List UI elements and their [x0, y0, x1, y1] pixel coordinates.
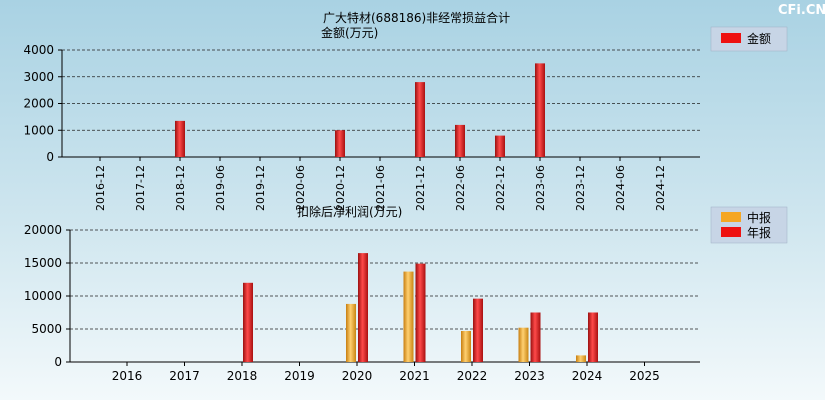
x-tick-label: 2024-12 — [654, 165, 667, 211]
x-tick-label: 2018-12 — [174, 165, 187, 211]
chart-2-legend-label-annual: 年报 — [747, 225, 771, 240]
y-tick-label: 20000 — [24, 223, 62, 237]
chart-2-yticks: 0 5000 10000 15000 20000 — [24, 223, 70, 369]
bar-中报-2023 — [518, 327, 529, 362]
x-tick-label: 2023 — [514, 369, 545, 383]
bar-金额-2022-06 — [455, 124, 465, 157]
chart-1-legend: 金额 — [710, 26, 788, 52]
bar-金额-2022-12 — [495, 135, 505, 157]
x-tick-label: 2017 — [169, 369, 200, 383]
bar-中报-2020 — [346, 303, 356, 362]
chart-2-legend: 中报 年报 — [710, 206, 788, 244]
bar-年报-2022 — [473, 298, 483, 362]
x-tick-label: 2019 — [284, 369, 315, 383]
x-tick-label: 2023-12 — [574, 165, 587, 211]
brand-watermark: CFi.CN — [778, 3, 825, 18]
x-tick-label: 2021-12 — [414, 165, 427, 211]
x-tick-label: 2025 — [629, 369, 660, 383]
bar-年报-2024 — [588, 312, 598, 362]
x-tick-label: 2020 — [342, 369, 373, 383]
x-tick-label: 2020-06 — [294, 165, 307, 211]
x-tick-label: 2022 — [457, 369, 488, 383]
chart-1-yticks: 0 1000 2000 3000 4000 — [23, 43, 62, 164]
x-tick-label: 2020-12 — [334, 165, 347, 211]
chart-2-legend-swatch-annual — [721, 227, 741, 237]
chart-2-bars — [243, 253, 598, 362]
y-tick-label: 5000 — [31, 322, 62, 336]
bar-金额-2018-12 — [175, 120, 185, 157]
x-tick-label: 2021 — [399, 369, 430, 383]
chart-2-xticks: 2016 2017 2018 2019 2020 2021 2022 2023 2024 2025 — [112, 362, 660, 383]
x-tick-label: 2022-06 — [454, 165, 467, 211]
bar-年报-2023 — [530, 312, 541, 362]
chart-2: 扣除后净利润(万元) 0 5000 10000 15000 20000 2016 2017… — [24, 204, 788, 383]
chart-1-grid — [61, 49, 700, 158]
chart-1-legend-swatch — [721, 33, 741, 43]
chart-2-grid — [69, 229, 700, 363]
x-tick-label: 2024-06 — [614, 165, 627, 211]
y-tick-label: 10000 — [24, 289, 62, 303]
x-tick-label: 2022-12 — [494, 165, 507, 211]
chart-1-bars — [175, 63, 545, 157]
bar-中报-2021 — [403, 271, 414, 362]
x-tick-label: 2017-12 — [134, 165, 147, 211]
chart-1-ylabel: 金额(万元) — [321, 25, 378, 40]
chart-2-title: 扣除后净利润(万元) — [297, 204, 402, 219]
x-tick-label: 2023-06 — [534, 165, 547, 211]
y-tick-label: 2000 — [23, 97, 54, 111]
x-tick-label: 2016 — [112, 369, 143, 383]
x-tick-label: 2024 — [572, 369, 603, 383]
y-tick-label: 1000 — [23, 123, 54, 137]
chart-2-legend-label-interim: 中报 — [747, 210, 771, 225]
y-tick-label: 4000 — [23, 43, 54, 57]
bar-金额-2023-06 — [535, 63, 545, 157]
bar-金额-2021-12 — [415, 82, 425, 157]
x-tick-label: 2021-06 — [374, 165, 387, 211]
y-tick-label: 0 — [46, 150, 54, 164]
chart-1: 广大特材(688186)非经常损益合计 金额(万元) 0 1000 2000 3000… — [23, 10, 788, 211]
chart-1-title: 广大特材(688186)非经常损益合计 — [323, 10, 510, 25]
chart-1-xticks: 2016-12 2017-12 2018-12 2019-06 2019-12 2020-… — [94, 157, 667, 211]
chart-1-legend-label: 金额 — [747, 31, 771, 46]
bar-中报-2022 — [461, 330, 471, 362]
x-tick-label: 2016-12 — [94, 165, 107, 211]
y-tick-label: 0 — [54, 355, 62, 369]
bar-年报-2021 — [415, 263, 426, 362]
y-tick-label: 15000 — [24, 256, 62, 270]
x-tick-label: 2019-06 — [214, 165, 227, 211]
x-tick-label: 2019-12 — [254, 165, 267, 211]
bar-金额-2020-12 — [335, 130, 345, 157]
chart-2-legend-swatch-interim — [721, 212, 741, 222]
x-tick-label: 2018 — [227, 369, 258, 383]
bar-年报-2018 — [243, 282, 253, 362]
bar-中报-2024 — [576, 355, 586, 362]
bar-年报-2020 — [358, 253, 368, 362]
y-tick-label: 3000 — [23, 70, 54, 84]
